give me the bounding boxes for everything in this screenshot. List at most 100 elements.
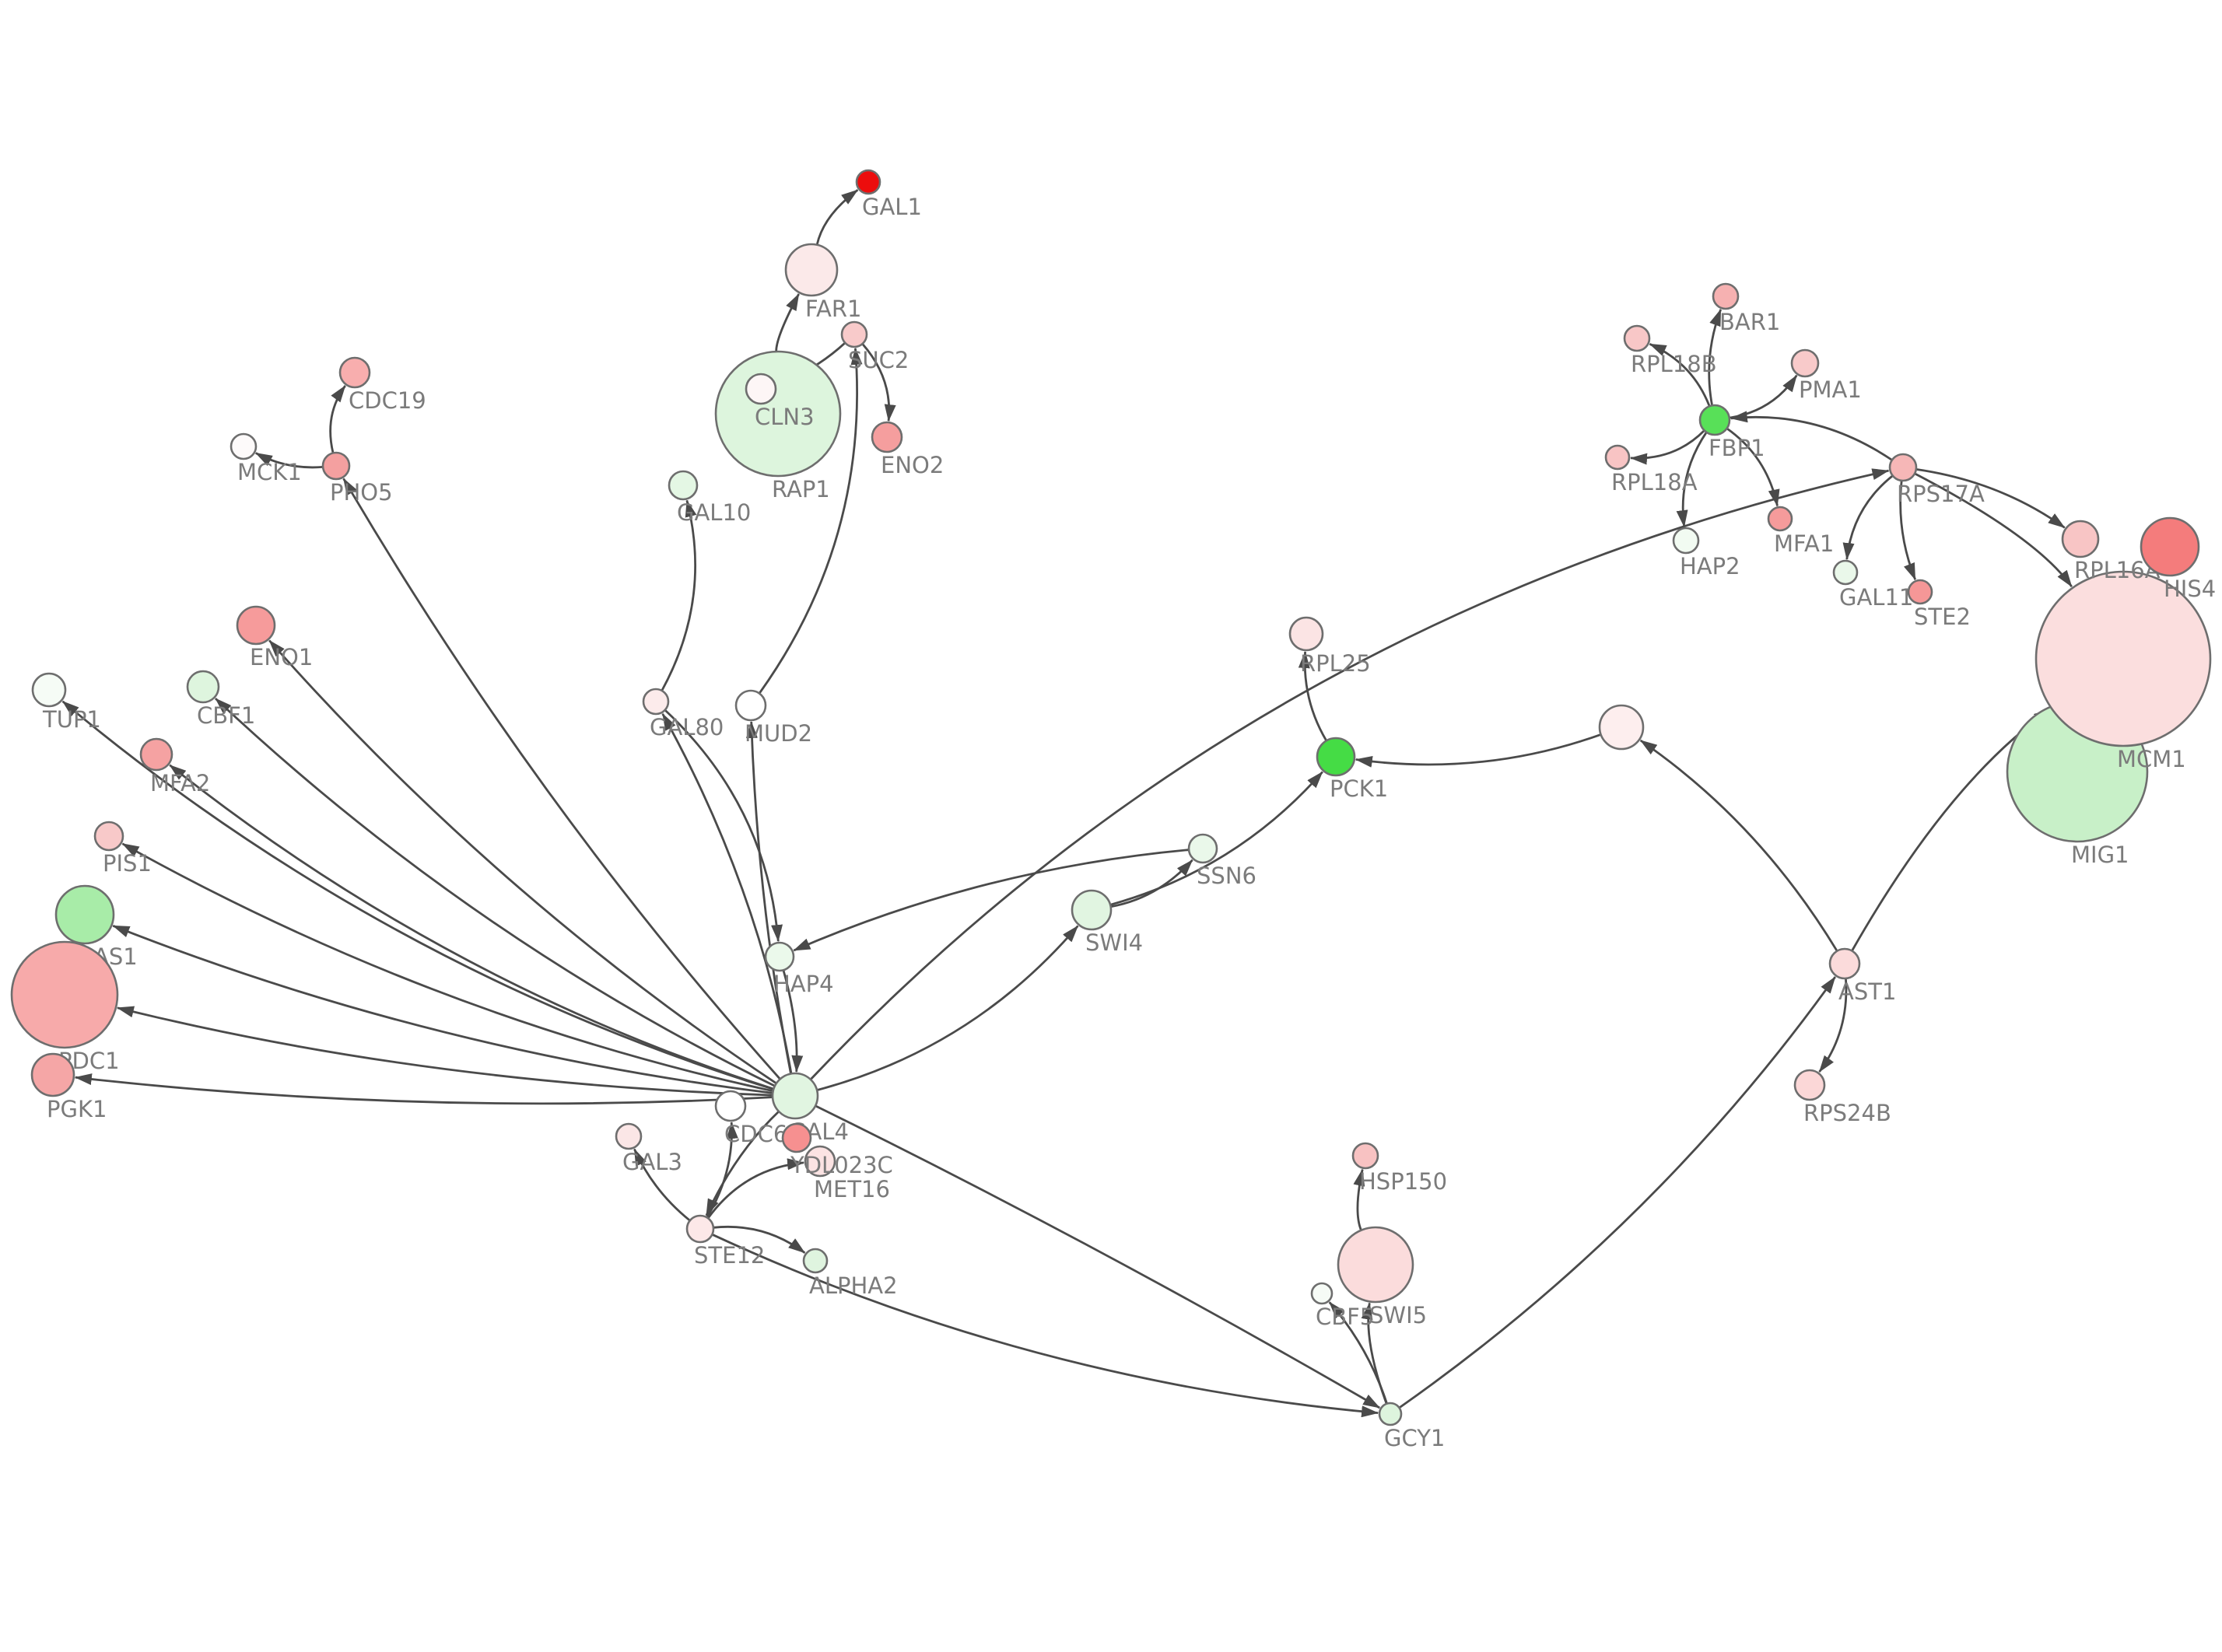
edge-RAP1-FAR1[interactable] (775, 293, 800, 352)
edge-GAL4-GCY1[interactable] (815, 1104, 1381, 1409)
node-GAL10[interactable] (668, 470, 699, 501)
edge-STE12-MET16[interactable] (706, 1158, 805, 1220)
edge-RPS17A-RPL16A[interactable] (1915, 468, 2066, 529)
node-HAP2[interactable] (1672, 527, 1700, 555)
node-SSN6[interactable] (1187, 833, 1218, 864)
edge-AST1-RPS24B[interactable] (1818, 978, 1848, 1073)
edge-STE12-GAL3[interactable] (633, 1148, 691, 1222)
edge-HAP4-GAL4[interactable] (782, 969, 804, 1073)
edge-GAL4-CBF1[interactable] (215, 698, 776, 1087)
node-ALPHA2[interactable] (802, 1248, 829, 1274)
edge-FBP1-MFA1[interactable] (1726, 427, 1780, 507)
node-SWI4[interactable] (1071, 889, 1113, 931)
edge-GAL4-PDC1[interactable] (116, 1006, 773, 1097)
edge-GAL4-STE12[interactable] (705, 1110, 780, 1216)
edge-SWI4-SSN6[interactable] (1110, 859, 1193, 908)
node-YDL023C[interactable] (781, 1122, 812, 1153)
node-PMA1[interactable] (1790, 348, 1820, 378)
node-GAL11[interactable] (1832, 559, 1859, 586)
edge-STE12-GCY1[interactable] (711, 1233, 1379, 1418)
node-STE2[interactable] (1907, 579, 1933, 605)
node-BAR1[interactable] (1712, 282, 1740, 310)
edge-GAL4-RPS17A[interactable] (809, 468, 1890, 1080)
node-RPL25[interactable] (1288, 616, 1324, 652)
node-CDC6[interactable] (714, 1090, 747, 1122)
node-MFA1[interactable] (1767, 506, 1793, 532)
edge-AST1-NODE1[interactable] (1639, 739, 1838, 952)
node-GCY1[interactable] (1378, 1402, 1403, 1426)
edge-GAL80-HAP4[interactable] (664, 709, 783, 943)
node-PGK1[interactable] (30, 1052, 75, 1097)
edge-GAL4-MFA2[interactable] (169, 764, 774, 1090)
node-HAP4[interactable] (764, 941, 795, 972)
node-PCK1[interactable] (1316, 737, 1356, 777)
edge-PHO5-MCK1[interactable] (254, 452, 324, 469)
node-RPL18B[interactable] (1623, 324, 1651, 352)
node-CDC19[interactable] (338, 356, 371, 389)
node-MCM1[interactable] (2034, 570, 2212, 747)
node-GAL80[interactable] (642, 688, 670, 716)
node-CBF5[interactable] (1310, 1282, 1334, 1305)
edge-FBP1-RPL18B[interactable] (1649, 343, 1711, 407)
edge-GAL4-ENO1[interactable] (268, 639, 777, 1085)
edge-FBP1-HAP2[interactable] (1676, 431, 1708, 528)
node-MCK1[interactable] (230, 432, 258, 460)
edge-SWI5-HSP150[interactable] (1353, 1168, 1365, 1231)
edge-GAL80-GAL10[interactable] (661, 499, 697, 691)
node-HIS4[interactable] (2140, 516, 2200, 577)
edge-GCY1-CBF5[interactable] (1328, 1301, 1388, 1405)
node-GAL3[interactable] (615, 1122, 643, 1150)
edge-FBP1-RPL18A[interactable] (1630, 429, 1705, 465)
edge-NODE1-PCK1[interactable] (1355, 733, 1602, 768)
node-PIS1[interactable] (93, 821, 124, 852)
node-SWI5[interactable] (1337, 1226, 1414, 1304)
node-RPL18A[interactable] (1604, 444, 1631, 471)
node-SUC2[interactable] (840, 320, 868, 348)
edge-GAL4-RAS1[interactable] (112, 924, 773, 1094)
node-PDC1[interactable] (10, 940, 119, 1049)
node-AST1[interactable] (1828, 947, 1861, 980)
node-FAR1[interactable] (784, 243, 839, 297)
edge-GAL4-SWI4[interactable] (816, 925, 1079, 1091)
edge-FAR1-GAL1[interactable] (815, 189, 859, 246)
edge-GCY1-AST1[interactable] (1398, 976, 1836, 1409)
node-ENO1[interactable] (236, 605, 276, 646)
node-TUP1[interactable] (31, 672, 67, 708)
edge-GAL4-PIS1[interactable] (121, 842, 773, 1093)
node-RPS17A[interactable] (1888, 453, 1918, 482)
node-CBF1[interactable] (186, 670, 220, 704)
node-MFA2[interactable] (139, 737, 173, 772)
edge-GAL4-MUD2[interactable] (745, 721, 792, 1074)
edge-FBP1-BAR1[interactable] (1708, 308, 1723, 406)
node-HSP150[interactable] (1351, 1142, 1379, 1170)
edge-MUD2-SUC2[interactable] (758, 347, 863, 695)
edge-GAL4-PHO5[interactable] (342, 478, 781, 1080)
edge-SSN6-HAP4[interactable] (793, 849, 1190, 952)
edge-PHO5-CDC19[interactable] (329, 385, 346, 453)
node-RPL16A[interactable] (2061, 520, 2100, 558)
edge-RPS17A-GAL11[interactable] (1842, 474, 1894, 561)
node-CLN3[interactable] (745, 373, 777, 405)
edge-STE12-ALPHA2[interactable] (713, 1225, 806, 1254)
node-MET16[interactable] (804, 1145, 836, 1178)
edge-FBP1-PMA1[interactable] (1729, 374, 1798, 419)
node-label-HSP150: HSP150 (1359, 1168, 1447, 1195)
node-ENO2[interactable] (871, 421, 903, 453)
node-STE12[interactable] (685, 1214, 715, 1244)
node-GAL1[interactable] (855, 169, 881, 195)
edge-PCK1-RPL25[interactable] (1298, 651, 1328, 742)
node-RAS1[interactable] (54, 884, 115, 945)
edge-SUC2-ENO2[interactable] (861, 343, 896, 422)
node-GAL4[interactable] (771, 1072, 819, 1120)
node-FBP1[interactable] (1698, 404, 1731, 436)
node-MUD2[interactable] (734, 689, 767, 722)
edge-RPS17A-MCM1[interactable] (1914, 472, 2073, 588)
node-PHO5[interactable] (321, 451, 351, 481)
node-NODE1[interactable] (1598, 704, 1645, 751)
edge-SWI4-PCK1[interactable] (1109, 771, 1323, 906)
edge-GAL4-PGK1[interactable] (74, 1073, 773, 1105)
node-RPS24B[interactable] (1793, 1069, 1826, 1101)
edge-RPS17A-STE2[interactable] (1899, 480, 1917, 581)
edge-GAL4-TUP1[interactable] (61, 700, 774, 1090)
edge-RPS17A-FBP1[interactable] (1730, 411, 1893, 461)
